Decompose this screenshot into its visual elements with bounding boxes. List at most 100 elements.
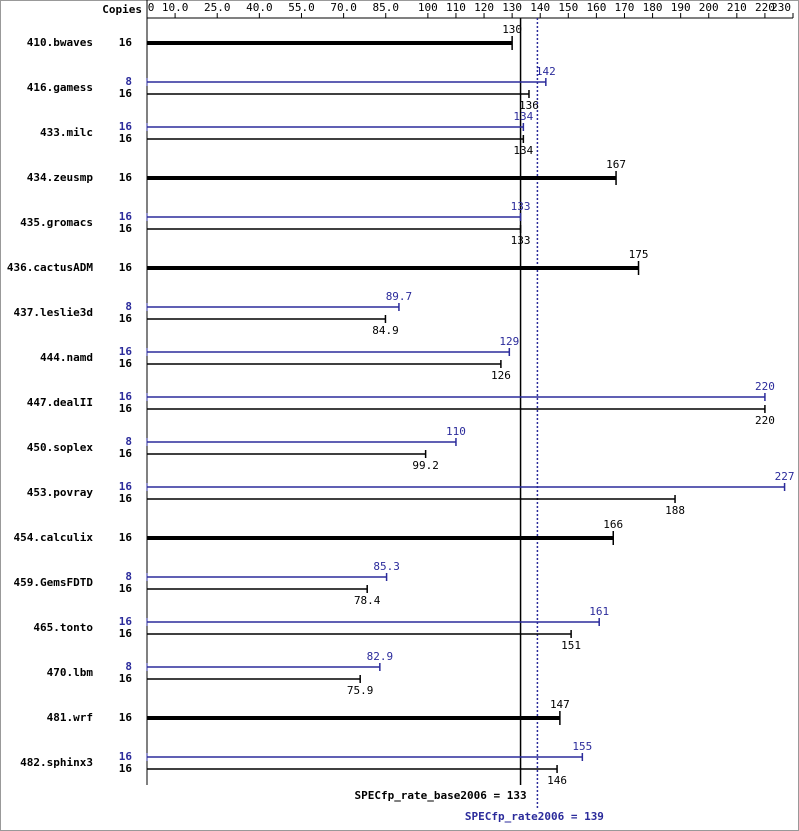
value-label: 175	[629, 248, 649, 261]
reference-label: SPECfp_rate2006 = 139	[465, 810, 604, 823]
copies-label: 8	[125, 75, 132, 88]
copies-label: 16	[119, 87, 133, 100]
value-label: 84.9	[372, 324, 399, 337]
x-tick-label: 10.0	[162, 1, 189, 14]
category-label: 416.gamess	[27, 81, 93, 94]
x-tick-label: 110	[446, 1, 466, 14]
x-tick-label: 120	[474, 1, 494, 14]
copies-label: 16	[119, 492, 133, 505]
x-tick-label: 200	[699, 1, 719, 14]
value-label: 89.7	[386, 290, 413, 303]
copies-label: 16	[119, 750, 133, 763]
x-tick-label: 100	[418, 1, 438, 14]
x-tick-label: 40.0	[246, 1, 273, 14]
x-tick-label: 210	[727, 1, 747, 14]
category-label: 444.namd	[40, 351, 93, 364]
copies-label: 16	[119, 711, 133, 724]
x-tick-label: 25.0	[204, 1, 231, 14]
copies-label: 16	[119, 615, 133, 628]
value-label: 133	[511, 234, 531, 247]
x-tick-label: 0	[148, 1, 155, 14]
value-label: 110	[446, 425, 466, 438]
category-label: 459.GemsFDTD	[14, 576, 94, 589]
x-tick-label: 140	[530, 1, 550, 14]
x-tick-label: 220	[755, 1, 775, 14]
copies-label: 16	[119, 672, 133, 685]
x-tick-label: 85.0	[372, 1, 399, 14]
category-label: 453.povray	[27, 486, 94, 499]
category-label: 435.gromacs	[20, 216, 93, 229]
category-label: 481.wrf	[47, 711, 93, 724]
value-label: 147	[550, 698, 570, 711]
category-label: 436.cactusADM	[7, 261, 93, 274]
copies-label: 8	[125, 300, 132, 313]
copies-label: 8	[125, 570, 132, 583]
value-label: 126	[491, 369, 511, 382]
x-tick-label: 160	[586, 1, 606, 14]
copies-label: 16	[119, 531, 133, 544]
value-label: 142	[536, 65, 556, 78]
value-label: 161	[589, 605, 609, 618]
value-label: 167	[606, 158, 626, 171]
value-label: 136	[519, 99, 539, 112]
category-label: 434.zeusmp	[27, 171, 94, 184]
value-label: 75.9	[347, 684, 374, 697]
category-label: 454.calculix	[14, 531, 94, 544]
copies-label: 16	[119, 261, 133, 274]
value-label: 166	[603, 518, 623, 531]
x-tick-label: 230	[771, 1, 791, 14]
value-label: 99.2	[412, 459, 439, 472]
category-label: 470.lbm	[47, 666, 94, 679]
reference-label: SPECfp_rate_base2006 = 133	[354, 789, 526, 802]
copies-label: 8	[125, 660, 132, 673]
category-label: 465.tonto	[33, 621, 93, 634]
copies-label: 16	[119, 171, 133, 184]
copies-label: 16	[119, 120, 133, 133]
copies-label: 16	[119, 132, 133, 145]
copies-label: 16	[119, 447, 133, 460]
copies-label: 16	[119, 345, 133, 358]
value-label: 220	[755, 380, 775, 393]
copies-label: 16	[119, 357, 133, 370]
value-label: 188	[665, 504, 685, 517]
value-label: 155	[572, 740, 592, 753]
copies-label: 16	[119, 627, 133, 640]
x-tick-label: 55.0	[288, 1, 315, 14]
value-label: 146	[547, 774, 567, 787]
x-tick-label: 190	[671, 1, 691, 14]
copies-label: 16	[119, 312, 133, 325]
value-label: 129	[499, 335, 519, 348]
copies-label: 16	[119, 402, 133, 415]
copies-label: 16	[119, 762, 133, 775]
value-label: 85.3	[373, 560, 400, 573]
copies-label: 16	[119, 480, 133, 493]
category-label: 450.soplex	[27, 441, 94, 454]
value-label: 82.9	[367, 650, 394, 663]
copies-label: 16	[119, 36, 133, 49]
value-label: 220	[755, 414, 775, 427]
copies-header: Copies	[102, 3, 142, 16]
category-label: 482.sphinx3	[20, 756, 93, 769]
value-label: 133	[511, 200, 531, 213]
category-label: 410.bwaves	[27, 36, 93, 49]
copies-label: 16	[119, 390, 133, 403]
x-tick-label: 170	[615, 1, 635, 14]
category-label: 447.dealII	[27, 396, 93, 409]
value-label: 130	[502, 23, 522, 36]
x-tick-label: 150	[558, 1, 578, 14]
value-label: 151	[561, 639, 581, 652]
copies-label: 16	[119, 210, 133, 223]
x-tick-label: 180	[643, 1, 663, 14]
value-label: 134	[513, 144, 533, 157]
copies-label: 8	[125, 435, 132, 448]
x-tick-label: 130	[502, 1, 522, 14]
value-label: 134	[513, 110, 533, 123]
category-label: 433.milc	[40, 126, 93, 139]
copies-label: 16	[119, 222, 133, 235]
category-label: 437.leslie3d	[14, 306, 93, 319]
value-label: 227	[775, 470, 795, 483]
x-tick-label: 70.0	[330, 1, 357, 14]
copies-label: 16	[119, 582, 133, 595]
value-label: 78.4	[354, 594, 381, 607]
